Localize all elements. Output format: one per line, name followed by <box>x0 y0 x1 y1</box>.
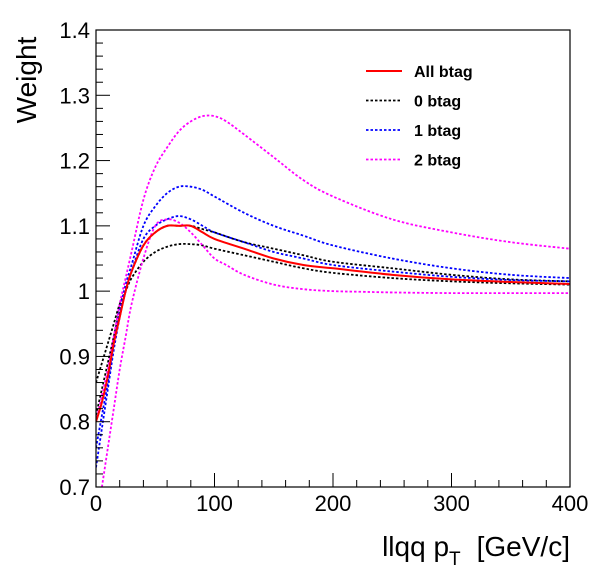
x-tick-label: 400 <box>552 491 589 516</box>
legend-label: 1 btag <box>414 123 461 140</box>
series-line-0-btag <box>96 242 570 383</box>
y-axis-title: Weight <box>11 36 42 123</box>
x-tick-label: 300 <box>433 491 470 516</box>
y-tick-label: 1.1 <box>59 214 90 239</box>
x-tick-label: 0 <box>90 491 102 516</box>
y-tick-label: 1.4 <box>59 18 90 43</box>
axis-tick-labels: 0 100 200 300 400 0.7 0.8 0.9 1 1.1 1.2 1.3 1.4 <box>59 18 588 516</box>
legend-label: 0 btag <box>414 94 461 111</box>
legend-label: All btag <box>414 64 473 81</box>
x-axis-title-main: llqq p <box>382 531 449 562</box>
y-tick-label: 0.7 <box>59 475 90 500</box>
legend: All btag 0 btag 1 btag 2 btag <box>366 64 473 170</box>
y-tick-label: 1.2 <box>59 149 90 174</box>
x-axis-title: llqq pT [GeV/c] <box>382 531 570 570</box>
y-tick-label: 0.8 <box>59 410 90 435</box>
series-line-all-btag <box>96 224 570 423</box>
legend-item: 0 btag <box>366 94 461 111</box>
series-curves <box>96 114 570 487</box>
x-axis-title-subscript: T <box>449 549 461 570</box>
legend-item: 1 btag <box>366 123 461 140</box>
y-tick-label: 1 <box>78 279 90 304</box>
x-tick-label: 200 <box>315 491 352 516</box>
legend-label: 2 btag <box>414 153 461 170</box>
x-tick-label: 100 <box>196 491 233 516</box>
x-axis-title-unit: [GeV/c] <box>477 531 570 562</box>
legend-item: All btag <box>366 64 473 81</box>
axis-ticks <box>95 29 571 488</box>
y-tick-label: 1.3 <box>59 83 90 108</box>
series-line-2-btag <box>96 114 570 422</box>
legend-item: 2 btag <box>366 153 461 170</box>
y-tick-label: 0.9 <box>59 344 90 369</box>
